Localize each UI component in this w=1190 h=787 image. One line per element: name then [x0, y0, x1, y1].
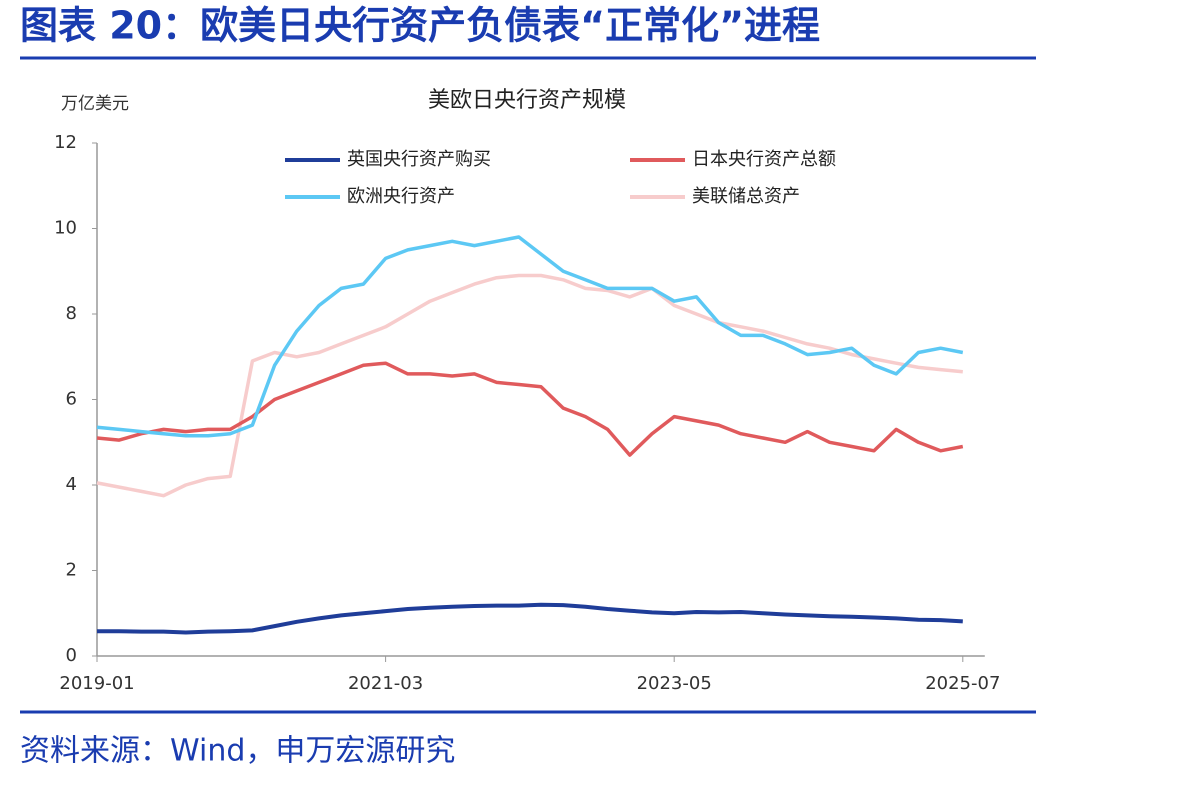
- y-tick-label: 12: [54, 132, 77, 153]
- y-tick-label: 4: [66, 474, 77, 495]
- series-line: [97, 602, 963, 635]
- y-tick-label: 6: [66, 389, 77, 410]
- x-tick-label: 2019-01: [59, 673, 134, 694]
- series-line: [96, 361, 964, 457]
- legend-label: 欧洲央行资产: [347, 186, 455, 207]
- legend-label: 日本央行资产总额: [692, 149, 836, 170]
- source-note: 资料来源：Wind，申万宏源研究: [20, 734, 455, 769]
- y-tick-label: 0: [66, 645, 77, 666]
- page-title: 图表 20：欧美日央行资产负债表“正常化”进程: [20, 4, 820, 48]
- x-tick-label: 2023-05: [637, 673, 712, 694]
- legend-label: 英国央行资产购买: [347, 149, 491, 170]
- y-tick-label: 8: [66, 303, 77, 324]
- x-tick-label: 2021-03: [348, 673, 423, 694]
- series-line: [96, 273, 963, 498]
- y-axis-label: 万亿美元: [61, 94, 129, 114]
- x-tick-label: 2025-07: [925, 673, 1000, 694]
- legend-label: 美联储总资产: [692, 186, 800, 207]
- y-tick-label: 2: [66, 560, 77, 581]
- series-line: [96, 235, 964, 438]
- chart-title: 美欧日央行资产规模: [428, 88, 626, 113]
- y-tick-label: 10: [54, 218, 77, 239]
